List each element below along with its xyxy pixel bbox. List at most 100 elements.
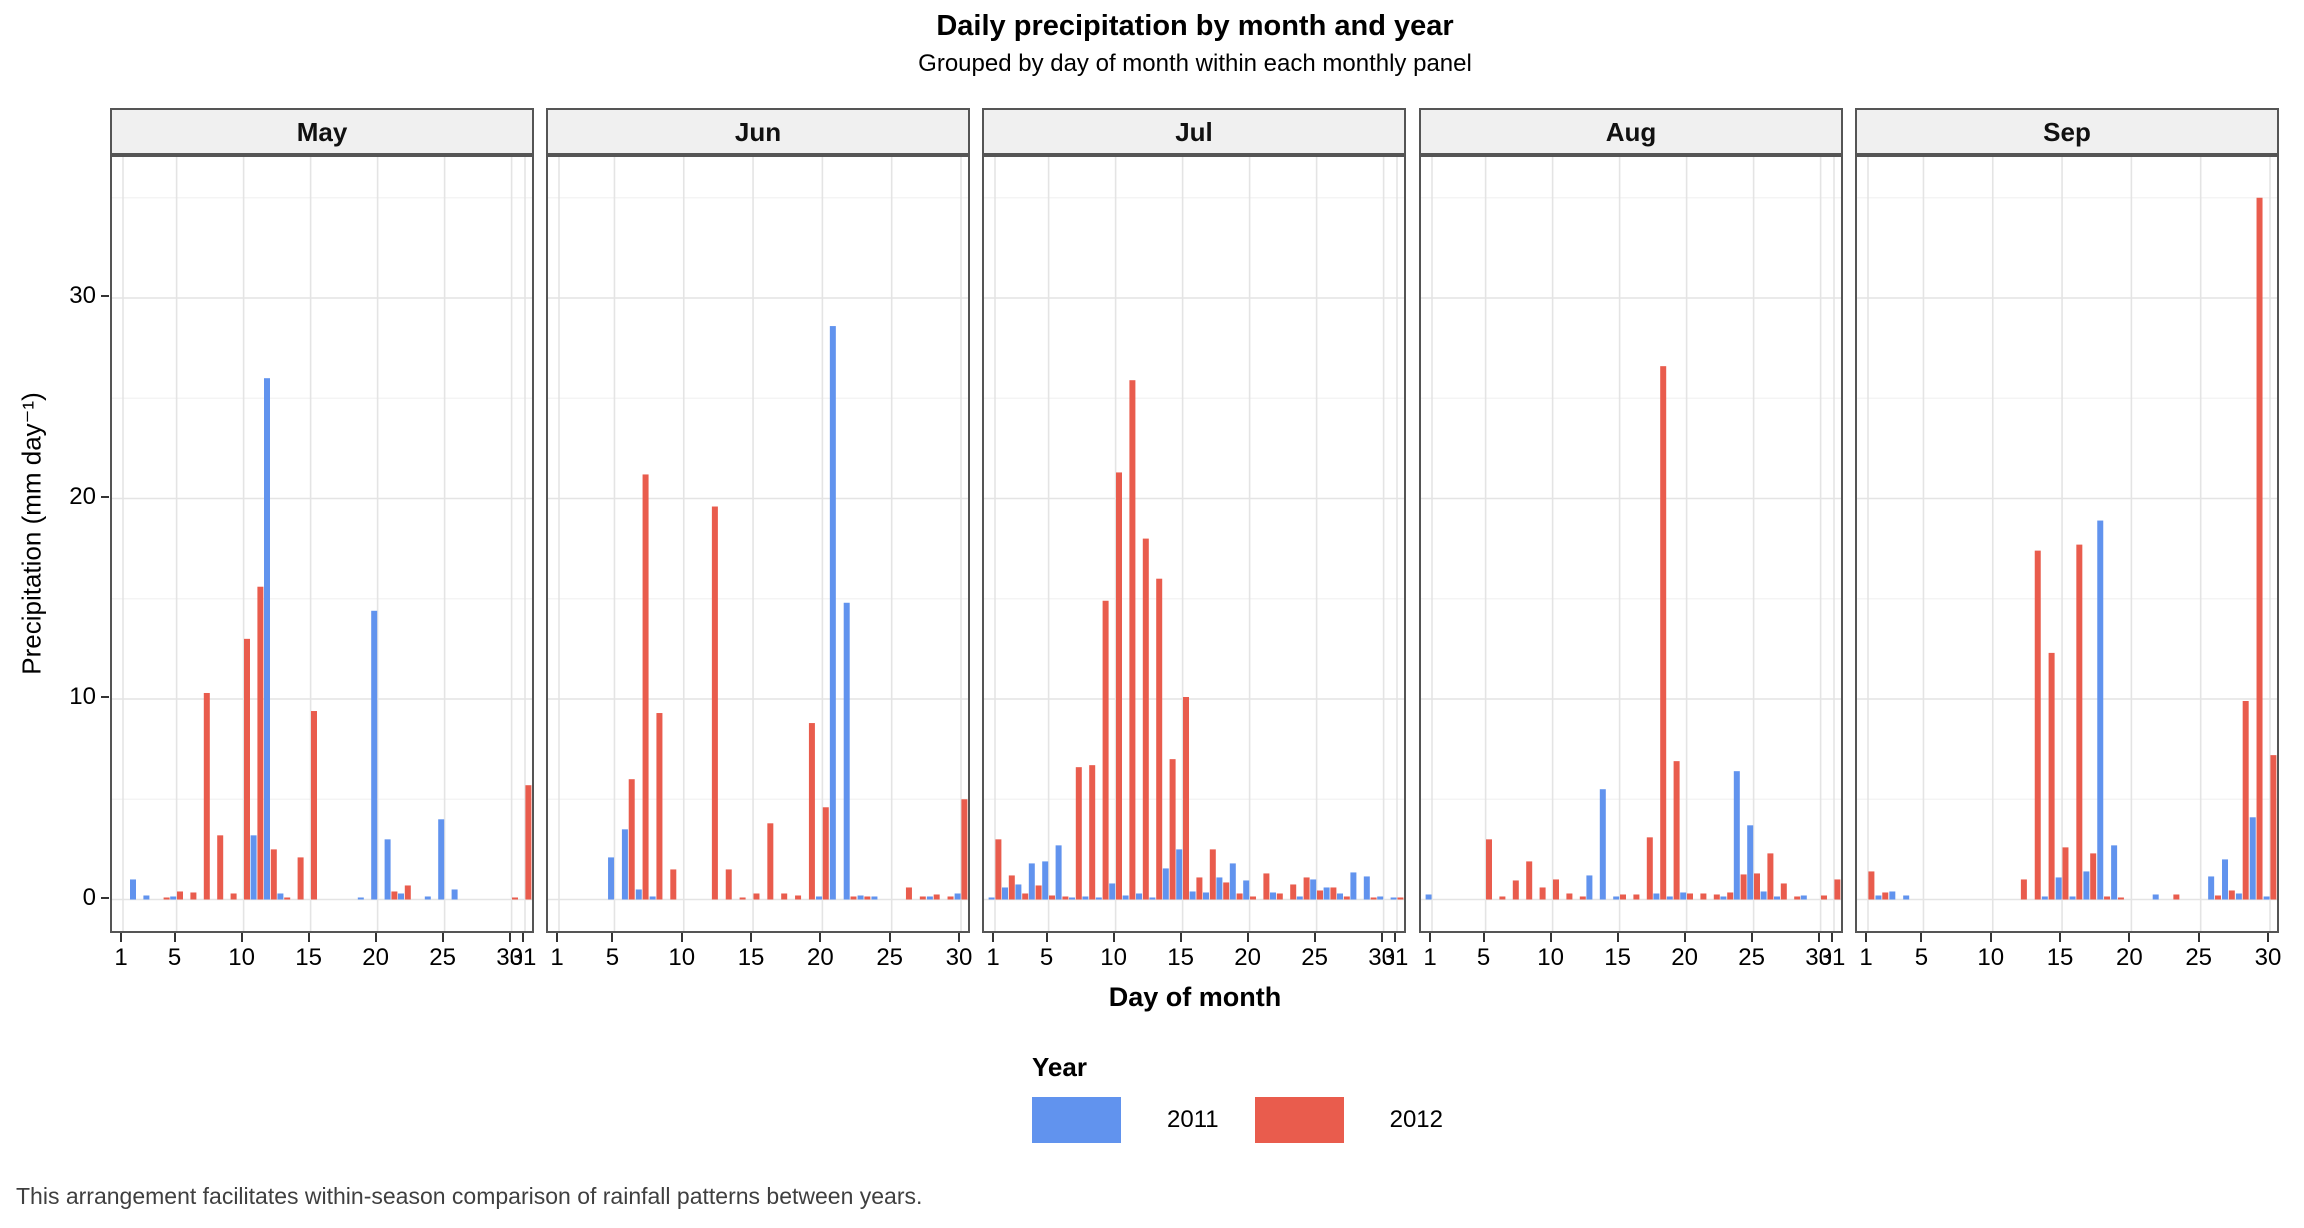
x-tick-label-may-10: 10: [228, 944, 255, 971]
x-tick-mark: [1394, 933, 1396, 942]
x-tick-label-aug-30: 30: [1805, 944, 1832, 971]
x-tick-mark: [556, 933, 558, 942]
bar-2011-jul-11: [1122, 895, 1129, 900]
chart-title: Daily precipitation by month and year: [936, 10, 1454, 42]
bar-2011-may-19: [357, 897, 364, 900]
bar-2012-jul-17: [1209, 849, 1216, 900]
bar-2011-jul-2: [1002, 887, 1008, 900]
bar-2011-jun-5: [608, 857, 615, 900]
bar-2012-sep-15: [2062, 847, 2069, 900]
bar-2011-sep-4: [1903, 895, 1910, 900]
bar-2012-jul-31: [1397, 897, 1404, 900]
bar-2012-jun-14: [739, 897, 746, 900]
x-tick-mark: [173, 933, 176, 942]
bar-2012-may-31: [525, 785, 532, 900]
bar-2012-aug-10: [1553, 879, 1559, 900]
bar-2011-sep-22: [2152, 894, 2159, 900]
y-tick-mark: [101, 696, 109, 698]
bar-2011-jul-10: [1109, 883, 1116, 900]
bar-2012-sep-1: [1868, 871, 1875, 900]
x-tick-label-jun-30: 30: [945, 944, 973, 971]
bar-2012-aug-26: [1767, 853, 1774, 900]
bar-2012-jul-16: [1196, 877, 1203, 900]
bar-2012-may-14: [297, 857, 304, 900]
x-tick-mark: [819, 933, 822, 942]
bar-2012-jul-5: [1049, 895, 1055, 900]
x-tick-mark: [2197, 933, 2200, 942]
bar-2011-jun-23: [857, 895, 864, 900]
x-tick-label-jun-25: 25: [876, 944, 904, 971]
bar-2011-jun-24: [871, 896, 878, 900]
x-tick-label-jun-5: 5: [605, 944, 620, 971]
bar-2012-aug-17: [1646, 837, 1653, 900]
x-tick-mark: [680, 933, 683, 942]
chart-subtitle: Grouped by day of month within each mont…: [918, 50, 1472, 77]
x-tick-mark: [611, 933, 614, 942]
x-tick-mark: [374, 933, 377, 942]
bar-2011-may-20: [371, 610, 378, 900]
bar-2012-jul-18: [1223, 882, 1230, 900]
bar-2011-jun-30: [954, 893, 961, 900]
bar-2011-jul-31: [1390, 897, 1397, 900]
bar-2012-jun-20: [822, 807, 829, 900]
x-tick-label-jul-15: 15: [1167, 944, 1194, 971]
x-tick-mark: [958, 933, 960, 942]
bar-2012-sep-27: [2228, 890, 2235, 900]
bar-2011-may-26: [451, 889, 458, 900]
bar-2012-aug-21: [1700, 893, 1707, 900]
bar-2012-jun-15: [753, 893, 760, 900]
bar-2012-jul-22: [1276, 893, 1283, 900]
caption: This arrangement facilitates within-seas…: [16, 1183, 923, 1209]
bar-2012-may-22: [404, 885, 411, 900]
x-tick-mark: [750, 933, 753, 942]
x-tick-label-may-25: 25: [429, 944, 456, 971]
bar-2012-jul-4: [1035, 885, 1042, 900]
y-tick-mark: [101, 896, 109, 899]
x-tick-label-may-31: 31: [509, 944, 537, 971]
bar-2012-jun-19: [808, 723, 815, 900]
bar-2012-may-11: [257, 586, 264, 900]
panel-canvas-may: [112, 157, 532, 931]
bar-2011-aug-23: [1720, 896, 1727, 900]
facet-panel-jul: [982, 155, 1406, 933]
bar-2012-jul-13: [1156, 578, 1163, 900]
bar-2012-aug-12: [1579, 896, 1586, 900]
bar-2012-aug-19: [1673, 761, 1680, 900]
bar-2011-sep-27: [2222, 859, 2229, 900]
bar-2012-jul-26: [1330, 887, 1337, 900]
bar-2011-sep-15: [2055, 877, 2062, 900]
facet-strip-aug: Aug: [1419, 108, 1843, 155]
bar-2012-may-6: [190, 892, 197, 900]
bar-2011-sep-2: [1875, 895, 1882, 900]
x-tick-label-jul-5: 5: [1039, 944, 1054, 971]
bar-2011-jul-18: [1216, 877, 1223, 900]
bar-2012-sep-13: [2034, 550, 2041, 900]
x-tick-mark: [1482, 933, 1485, 942]
bar-2012-sep-14: [2048, 652, 2055, 900]
x-tick-label-jun-10: 10: [668, 944, 696, 971]
facet-panel-aug: [1419, 155, 1843, 933]
x-tick-mark: [1920, 933, 1923, 942]
bar-2012-may-10: [244, 638, 250, 900]
bar-2012-sep-19: [2117, 897, 2124, 900]
x-tick-label-aug-1: 1: [1423, 944, 1437, 971]
x-tick-mark: [522, 933, 524, 942]
bar-2012-aug-16: [1633, 894, 1640, 900]
x-tick-mark: [1865, 933, 1867, 942]
bar-2011-jul-15: [1176, 849, 1183, 900]
x-tick-label-aug-25: 25: [1738, 944, 1765, 971]
bar-2012-jul-7: [1075, 767, 1082, 900]
bar-2012-sep-30: [2270, 755, 2277, 900]
bar-2011-jul-16: [1189, 891, 1196, 900]
bar-2012-jul-12: [1142, 538, 1149, 900]
bar-2012-aug-28: [1794, 896, 1801, 900]
bar-2011-aug-26: [1760, 891, 1767, 900]
bar-2011-jul-3: [1015, 884, 1022, 900]
bar-2012-jun-22: [850, 896, 857, 900]
x-tick-label-aug-31: 31: [1818, 944, 1846, 971]
x-tick-mark: [1831, 933, 1833, 942]
x-tick-mark: [1112, 933, 1115, 942]
bar-2011-jul-1: [988, 897, 995, 900]
bar-2011-jul-7: [1069, 897, 1075, 900]
